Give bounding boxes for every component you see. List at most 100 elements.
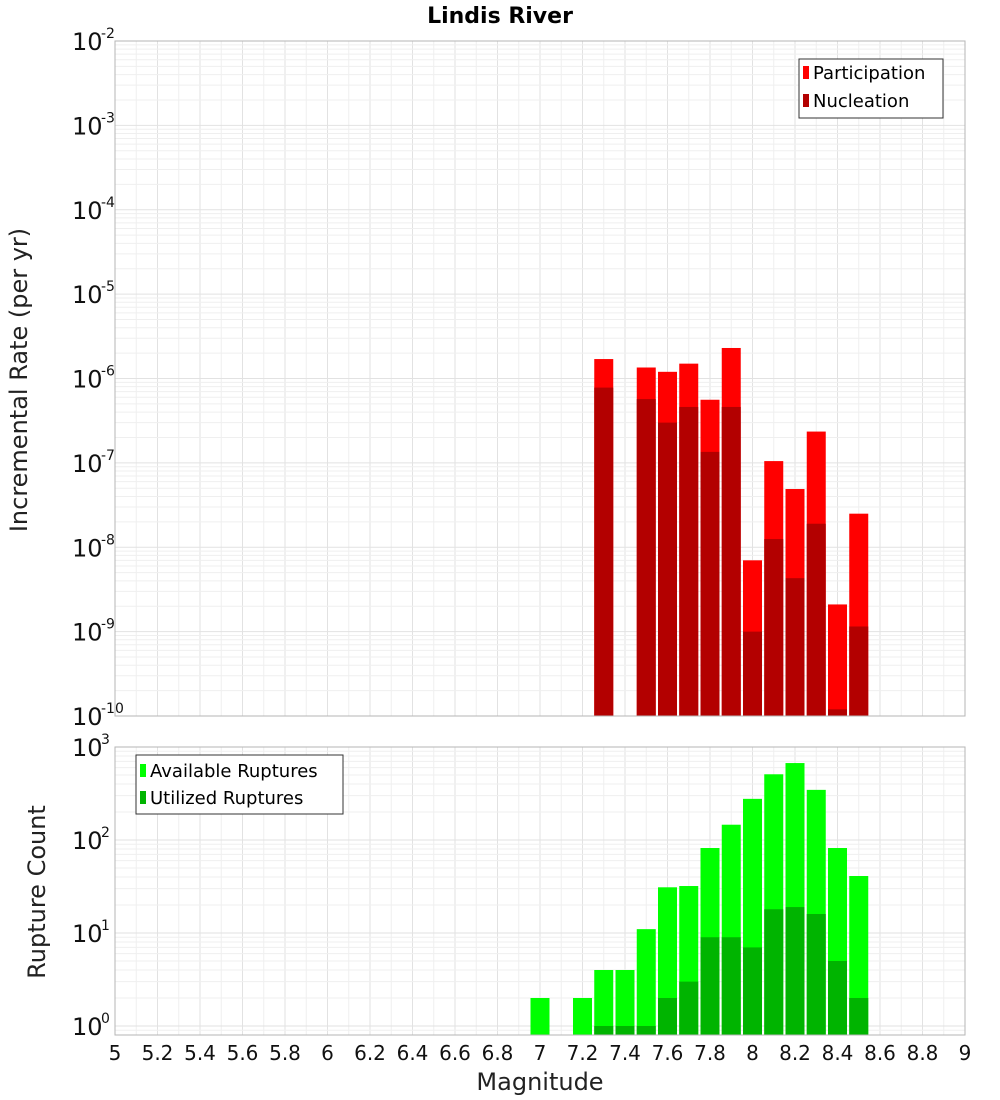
bar-utilized — [700, 937, 720, 1035]
y-tick-label: 10 — [72, 281, 103, 309]
y-tick-exponent: -3 — [101, 110, 115, 126]
legend-label-utilized: Utilized Ruptures — [150, 788, 303, 809]
bar-utilized — [679, 981, 699, 1035]
y-tick-exponent: 3 — [101, 732, 110, 748]
x-tick-label: 5 — [109, 1041, 122, 1065]
legend-swatch-available — [140, 764, 146, 777]
y-tick-label: 10 — [72, 112, 103, 140]
x-tick-label: 7.2 — [567, 1041, 599, 1065]
x-tick-label: 7 — [534, 1041, 547, 1065]
bar-available — [594, 969, 614, 1035]
bar-nucleation — [700, 451, 720, 716]
bar-nucleation — [636, 399, 656, 716]
bar-nucleation — [849, 626, 869, 716]
y-tick-exponent: 1 — [101, 918, 110, 934]
legend-swatch-participation — [803, 66, 809, 79]
y-tick-exponent: -4 — [101, 195, 115, 211]
bar-available — [849, 876, 869, 1035]
bar-utilized — [615, 1025, 635, 1035]
x-tick-label: 7.8 — [694, 1041, 726, 1065]
x-tick-label: 5.8 — [269, 1041, 301, 1065]
bar-nucleation — [721, 406, 741, 716]
x-axis-title: Magnitude — [476, 1068, 603, 1096]
x-tick-label: 6.8 — [482, 1041, 514, 1065]
bar-nucleation — [679, 406, 699, 716]
x-tick-label: 8 — [746, 1041, 759, 1065]
y-tick-exponent: -7 — [101, 448, 115, 464]
x-tick-label: 9 — [959, 1041, 972, 1065]
x-tick-label: 8.6 — [864, 1041, 896, 1065]
y-tick-exponent: -9 — [101, 617, 115, 633]
bar-utilized — [785, 907, 805, 1035]
bar-utilized — [806, 914, 826, 1035]
bar-available — [615, 969, 635, 1035]
x-tick-label: 8.8 — [907, 1041, 939, 1065]
y-tick-label: 10 — [72, 827, 103, 855]
bar-nucleation — [594, 387, 614, 716]
bottom-y-axis-title: Rupture Count — [23, 805, 51, 979]
top-y-axis-title: Incremental Rate (per yr) — [5, 228, 33, 532]
legend-label-available: Available Ruptures — [150, 761, 318, 782]
y-tick-label: 10 — [72, 450, 103, 478]
legend-label-nucleation: Nucleation — [813, 91, 909, 112]
x-tick-label: 6.4 — [397, 1041, 429, 1065]
bar-nucleation — [806, 523, 826, 716]
bar-available — [636, 929, 656, 1035]
bottom-bars — [530, 763, 869, 1035]
x-tick-label: 8.4 — [822, 1041, 854, 1065]
top-legend-box — [798, 58, 944, 119]
bar-nucleation — [743, 631, 762, 716]
bottom-legend: Available Ruptures Utilized Ruptures — [135, 754, 344, 815]
y-tick-exponent: 2 — [101, 825, 110, 841]
y-tick-exponent: -2 — [101, 26, 115, 42]
bottom-plot-frame — [114, 746, 966, 1036]
top-bars — [594, 347, 869, 716]
bar-nucleation — [764, 539, 784, 716]
x-tick-label: 6 — [321, 1041, 334, 1065]
bottom-legend-box — [135, 754, 344, 815]
y-tick-label: 10 — [72, 534, 103, 562]
legend-swatch-utilized — [140, 791, 146, 804]
bar-participation — [828, 604, 847, 716]
bar-utilized — [721, 937, 741, 1035]
top-plot-frame — [114, 40, 966, 717]
bar-nucleation — [658, 422, 677, 716]
y-tick-label: 10 — [72, 920, 103, 948]
y-tick-label: 10 — [72, 703, 103, 731]
bar-utilized — [764, 909, 784, 1035]
bar-available — [573, 997, 592, 1035]
y-tick-label: 10 — [72, 734, 103, 762]
x-tick-label: 6.2 — [354, 1041, 386, 1065]
bar-utilized — [594, 1025, 614, 1035]
x-tick-label: 5.6 — [227, 1041, 259, 1065]
bar-available — [530, 997, 550, 1035]
bar-nucleation — [785, 578, 805, 716]
top-grid — [114, 40, 966, 717]
bar-utilized — [828, 960, 847, 1035]
y-tick-label: 10 — [72, 197, 103, 225]
x-tick-label: 6.6 — [439, 1041, 471, 1065]
bar-utilized — [636, 1025, 656, 1035]
y-tick-label: 10 — [72, 28, 103, 56]
x-tick-label: 5.2 — [142, 1041, 174, 1065]
bar-nucleation — [828, 709, 847, 716]
y-tick-exponent: -5 — [101, 279, 115, 295]
bar-utilized — [658, 997, 677, 1035]
x-tick-label: 5.4 — [184, 1041, 216, 1065]
y-tick-exponent: -8 — [101, 532, 115, 548]
x-tick-label: 7.4 — [609, 1041, 641, 1065]
y-tick-label: 10 — [72, 619, 103, 647]
y-tick-label: 10 — [72, 1013, 103, 1041]
top-legend: Participation Nucleation — [798, 58, 944, 119]
x-tick-label: 7.6 — [652, 1041, 684, 1065]
y-tick-exponent: 0 — [101, 1011, 110, 1027]
legend-swatch-nucleation — [803, 94, 809, 107]
bar-utilized — [849, 997, 869, 1035]
bar-utilized — [743, 947, 762, 1035]
legend-label-participation: Participation — [813, 63, 925, 84]
